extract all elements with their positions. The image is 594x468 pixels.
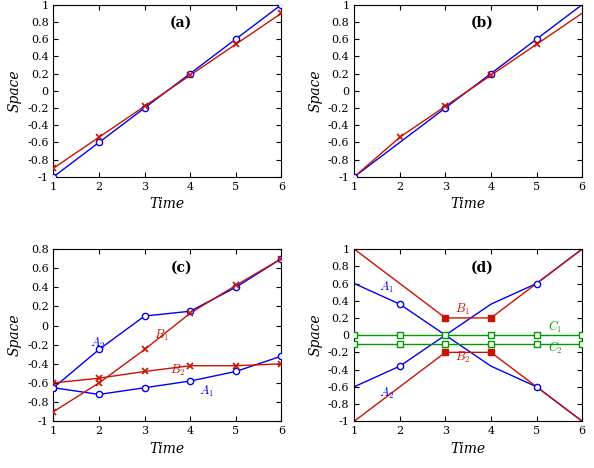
Text: $A_2$: $A_2$ <box>380 386 394 401</box>
Text: $C_1$: $C_1$ <box>548 319 563 335</box>
Text: $A_1$: $A_1$ <box>380 279 394 294</box>
Y-axis label: Space: Space <box>308 314 323 357</box>
Text: $A_2$: $A_2$ <box>90 336 105 351</box>
X-axis label: Time: Time <box>150 197 185 211</box>
X-axis label: Time: Time <box>451 442 486 456</box>
Y-axis label: Space: Space <box>8 314 21 357</box>
Text: $B_1$: $B_1$ <box>154 328 169 343</box>
X-axis label: Time: Time <box>150 442 185 456</box>
Y-axis label: Space: Space <box>308 69 323 112</box>
Y-axis label: Space: Space <box>8 69 21 112</box>
Text: (b): (b) <box>470 16 493 30</box>
Text: (d): (d) <box>470 261 493 274</box>
Text: (a): (a) <box>170 16 192 30</box>
Text: $A_1$: $A_1$ <box>200 383 214 399</box>
Text: $C_2$: $C_2$ <box>548 340 563 357</box>
Text: (c): (c) <box>170 261 192 274</box>
X-axis label: Time: Time <box>451 197 486 211</box>
Text: $B_1$: $B_1$ <box>454 302 470 317</box>
Text: $B_2$: $B_2$ <box>454 350 470 365</box>
Text: $B_2$: $B_2$ <box>170 362 185 378</box>
